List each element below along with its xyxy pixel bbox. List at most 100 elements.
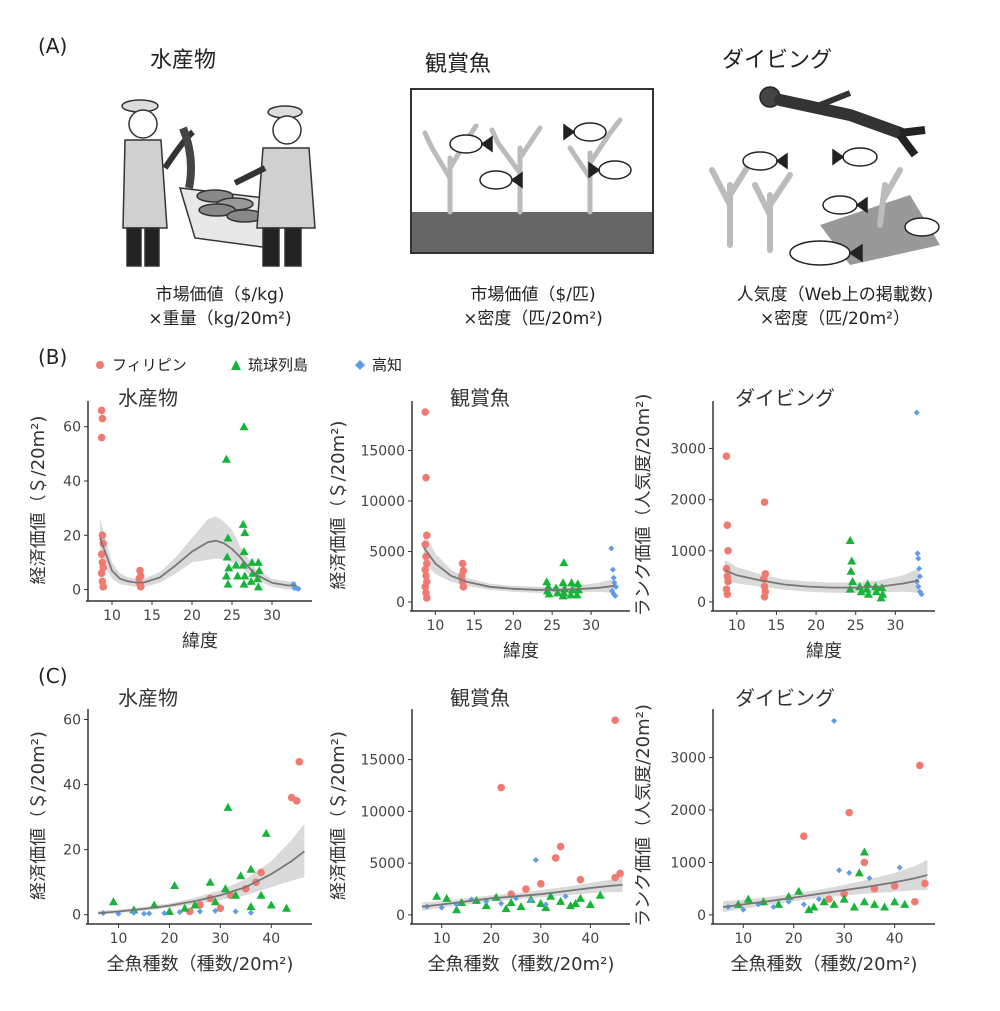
data-point [848, 576, 858, 585]
data-point [210, 897, 220, 906]
data-point [295, 585, 302, 592]
data-point [770, 903, 777, 910]
fit-line [421, 884, 623, 908]
x-tick-label: 25 [543, 618, 561, 634]
data-point [819, 897, 829, 906]
x-axis-label: 全魚種数（種数/20m²) [107, 954, 294, 975]
data-point [825, 895, 833, 903]
data-point [566, 590, 576, 599]
aquarium-illustration [410, 88, 654, 254]
y-tick-label: 10000 [360, 804, 405, 820]
confidence-band [100, 516, 296, 590]
data-point [915, 583, 922, 590]
data-point [421, 540, 430, 549]
chart-b-fisheries: 水産物 10 15 20 25 30 0 20 40 60 緯度 経済価値（＄/20m²) [30, 386, 312, 652]
data-point [611, 873, 619, 882]
x-tick-label: 15 [143, 608, 161, 624]
data-point [292, 797, 301, 805]
data-point [197, 908, 203, 915]
x-tick-label: 30 [582, 618, 600, 634]
y-tick-label: 5000 [369, 856, 405, 872]
legend-marker-diamond [355, 359, 365, 370]
data-point [859, 897, 869, 906]
y-tick-label: 0 [697, 908, 706, 924]
y-tick-label: 2000 [670, 803, 706, 819]
data-point [98, 531, 107, 540]
data-point [481, 901, 491, 910]
data-point [98, 414, 107, 423]
x-tick-label: 10 [103, 608, 121, 624]
chart-title: ダイビング [735, 386, 835, 410]
data-point [295, 758, 304, 766]
data-point [442, 893, 452, 902]
data-point [839, 894, 849, 903]
data-point [836, 867, 843, 874]
data-point [556, 842, 565, 851]
data-point [498, 900, 505, 907]
illustration-title-diving: ダイビング [722, 48, 833, 73]
x-tick-label: 40 [581, 931, 599, 947]
confidence-band [724, 560, 920, 593]
y-tick-label: 15000 [360, 753, 405, 769]
data-point [452, 905, 462, 914]
data-point [556, 896, 566, 905]
data-point [723, 521, 732, 530]
data-point [432, 891, 442, 900]
data-point [829, 899, 839, 908]
data-point [497, 783, 505, 792]
legend-item-ryukyu: 琉球列島 [230, 354, 308, 375]
data-point [231, 560, 241, 569]
data-point [847, 556, 857, 565]
data-point [130, 909, 137, 916]
data-point [608, 545, 615, 552]
data-point [840, 890, 848, 898]
data-point [282, 903, 292, 912]
caption-aquarium-line2: ×密度（匹/20m²) [463, 309, 603, 329]
data-point [99, 583, 107, 591]
data-point [595, 890, 605, 899]
data-point [501, 904, 511, 913]
legend-label: フィリピン [112, 356, 187, 374]
y-axis-label: 経済価値（＄/20m²) [330, 421, 349, 590]
caption-fisheries-line2: ×重量（kg/20m²) [148, 309, 292, 329]
data-point [880, 902, 890, 911]
diving-illustration [709, 86, 940, 266]
confidence-band [423, 531, 615, 593]
data-point [743, 894, 753, 903]
data-point [239, 422, 249, 431]
data-point [458, 559, 467, 568]
x-tick-label: 10 [433, 931, 451, 947]
data-point [724, 546, 732, 555]
x-tick-label: 10 [734, 931, 752, 947]
data-point [723, 590, 732, 599]
data-point [815, 896, 822, 903]
data-point [422, 473, 430, 482]
data-point [506, 897, 516, 906]
data-point [722, 452, 731, 460]
data-point [176, 909, 183, 916]
data-point [785, 898, 792, 905]
data-point [240, 528, 250, 537]
x-tick-label: 40 [886, 931, 904, 947]
chart-c-fisheries: 水産物 10 20 30 40 0 20 40 60 全魚種数（種数/20m²) 経済価値（＄/20… [30, 686, 312, 975]
fish-market-illustration [121, 99, 316, 267]
data-point [576, 875, 585, 884]
data-point [223, 579, 233, 588]
data-point [97, 433, 106, 442]
x-axis-label: 緯度 [182, 631, 218, 652]
data-point [537, 880, 545, 888]
data-point [573, 579, 583, 588]
data-point [846, 869, 853, 876]
data-point [611, 716, 619, 725]
chart-b-aquarium: 観賞魚 10 15 20 25 30 0 5000 10000 15000 緯度 経済価値（＄/20m… [330, 386, 630, 662]
data-point [97, 550, 106, 559]
data-point [809, 902, 819, 911]
y-tick-label: 20 [63, 843, 81, 859]
data-point [760, 593, 769, 601]
data-point [253, 574, 263, 583]
data-point [247, 557, 257, 566]
data-point [610, 574, 617, 581]
data-point [233, 571, 243, 580]
x-tick-label: 30 [886, 618, 904, 634]
y-tick-label: 1000 [670, 855, 706, 871]
